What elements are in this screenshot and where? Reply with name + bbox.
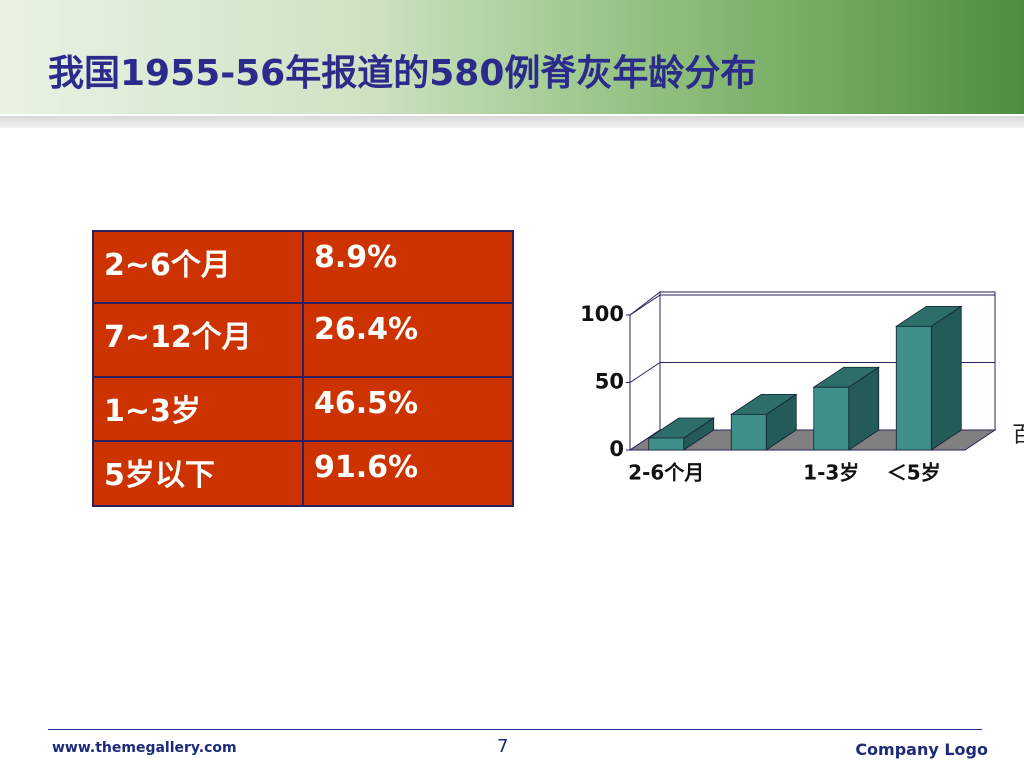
grid-line	[629, 362, 661, 383]
footer-line	[48, 729, 982, 730]
bar	[813, 386, 850, 451]
slide-title: 我国1955-56年报道的580例脊灰年龄分布	[48, 53, 757, 94]
page-number: 7	[497, 736, 509, 757]
table-cell: 26.4%	[302, 302, 514, 378]
header-stripe	[0, 116, 1024, 128]
table-cell: 1~3岁	[92, 376, 304, 442]
header-band	[0, 0, 1024, 114]
x-tick-label: ＜5岁	[887, 461, 941, 485]
footer-logo: Company Logo	[855, 740, 988, 759]
grid-line	[629, 294, 661, 316]
footer-url: www.themegallery.com	[52, 740, 237, 756]
bar	[730, 413, 767, 451]
table-cell: 7~12个月	[92, 302, 304, 378]
y-tick-label: 100	[580, 302, 624, 326]
table-cell: 2~6个月	[92, 230, 304, 304]
data-table: 2~6个月 8.9% 7~12个月 26.4% 1~3岁 46.5% 5岁以下 91.6…	[92, 230, 514, 507]
table-cell: 8.9%	[302, 230, 514, 304]
table-cell: 46.5%	[302, 376, 514, 442]
x-tick-label: 1-3岁	[803, 461, 859, 485]
bar-side	[930, 305, 962, 451]
side-wall	[629, 290, 661, 451]
x-tick-label: 2-6个月	[628, 461, 704, 485]
table-cell: 91.6%	[302, 440, 514, 507]
bar	[895, 325, 932, 451]
y-axis-title: 百	[1012, 423, 1024, 448]
bar	[648, 437, 685, 451]
y-tick-label: 0	[609, 437, 624, 461]
table-cell: 5岁以下	[92, 440, 304, 507]
y-tick-label: 50	[595, 370, 624, 394]
